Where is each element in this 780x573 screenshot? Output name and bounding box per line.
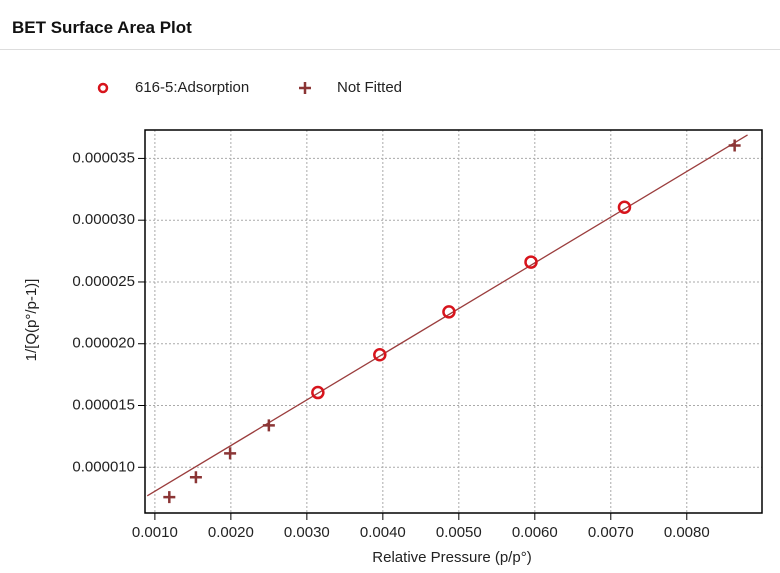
x-tick-label: 0.0060 [512,524,558,541]
y-tick-label: 0.000030 [72,211,135,228]
point [189,471,202,484]
x-axis-label: Relative Pressure (p/p°) [372,549,531,566]
y-tick-label: 0.000020 [72,335,135,352]
y-tick-label: 0.000035 [72,149,135,166]
x-tick-label: 0.0040 [360,524,406,541]
x-tick-label: 0.0030 [284,524,330,541]
legend-marker [97,82,109,94]
point [311,385,325,400]
point [163,491,176,504]
point [617,200,632,214]
point [524,255,538,269]
point [373,347,387,362]
x-tick-label: 0.0010 [132,524,178,541]
legend-label: 616-5:Adsorption [135,79,249,96]
legend-label: Not Fitted [337,79,402,96]
plot-frame [144,129,763,514]
x-tick-label: 0.0070 [588,524,634,541]
legend-marker [299,82,311,94]
point [224,447,237,460]
y-tick-label: 0.000015 [72,396,135,413]
divider [0,49,780,50]
y-axis-label: 1/[Q(p°/p-1)] [23,279,40,362]
x-tick-label: 0.0020 [208,524,254,541]
plot-area [146,134,748,497]
x-tick-label: 0.0080 [664,524,710,541]
point [728,139,741,152]
point [442,305,456,319]
page-title: BET Surface Area Plot [12,18,192,37]
y-tick-label: 0.000025 [72,273,135,290]
fit-line [146,134,748,497]
y-tick-label: 0.000010 [72,458,135,475]
x-tick-label: 0.0050 [436,524,482,541]
point [262,419,275,432]
